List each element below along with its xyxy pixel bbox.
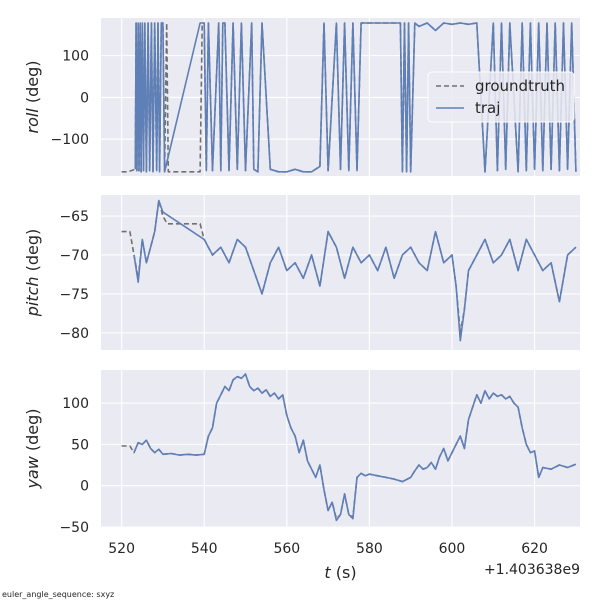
series-line-traj — [134, 22, 577, 173]
plot-area — [101, 195, 580, 350]
panel-roll: 100 0 −100 roll (deg) groundtruth traj — [23, 18, 580, 176]
legend-box — [427, 71, 575, 123]
x-tick-label: 540 — [191, 541, 218, 557]
x-axis-label-name: t — [324, 563, 331, 582]
y-tick-label: 100 — [62, 396, 89, 412]
y-tick-label: 50 — [71, 437, 89, 453]
y-axis-label-unit: (deg) — [23, 408, 42, 456]
footnote: euler_angle_sequence: sxyz — [2, 590, 114, 599]
y-tick-label: −100 — [51, 132, 89, 148]
panel-yaw: 100 50 0 −50 yaw (deg) 520 540 560 580 600 620 t (s… — [23, 370, 580, 582]
y-tick-label: −75 — [59, 287, 89, 303]
series-group — [121, 22, 577, 173]
x-axis-label-unit: (s) — [331, 563, 357, 582]
y-axis-label-name: yaw — [23, 455, 42, 489]
x-tick-label: 560 — [273, 541, 300, 557]
series-group — [121, 373, 577, 522]
y-tick-label: −50 — [59, 520, 89, 536]
y-axis-label-unit: (deg) — [23, 229, 42, 277]
y-tick-label: 0 — [80, 90, 89, 106]
x-tick-label: 600 — [439, 541, 466, 557]
x-offset-label: +1.403638e9 — [484, 562, 580, 578]
plot-area — [101, 370, 580, 527]
y-axis-label-name: pitch — [23, 276, 42, 317]
panel-pitch: −65 −70 −75 −80 pitch (deg) — [23, 195, 580, 350]
legend-label-groundtruth: groundtruth — [475, 77, 565, 95]
y-axis-label-unit: (deg) — [23, 61, 42, 109]
y-tick-label: 100 — [62, 49, 89, 65]
y-tick-label: −70 — [59, 248, 89, 264]
y-axis-label-name: roll — [23, 108, 42, 134]
series-line-traj — [133, 199, 577, 342]
y-axis-label: roll (deg) — [23, 61, 42, 134]
y-tick-label: −65 — [59, 209, 89, 225]
legend: groundtruth traj — [427, 71, 575, 123]
series-group — [121, 199, 577, 342]
series-line-traj — [133, 373, 577, 522]
y-tick-label: −80 — [59, 326, 89, 342]
legend-label-traj: traj — [475, 99, 500, 117]
x-tick-label: 520 — [108, 541, 135, 557]
x-tick-label: 580 — [356, 541, 383, 557]
y-tick-label: 0 — [80, 479, 89, 495]
x-tick-label: 620 — [521, 541, 548, 557]
y-axis-label: pitch (deg) — [23, 229, 42, 318]
x-axis-label: t (s) — [324, 563, 356, 582]
y-axis-label: yaw (deg) — [23, 408, 42, 489]
